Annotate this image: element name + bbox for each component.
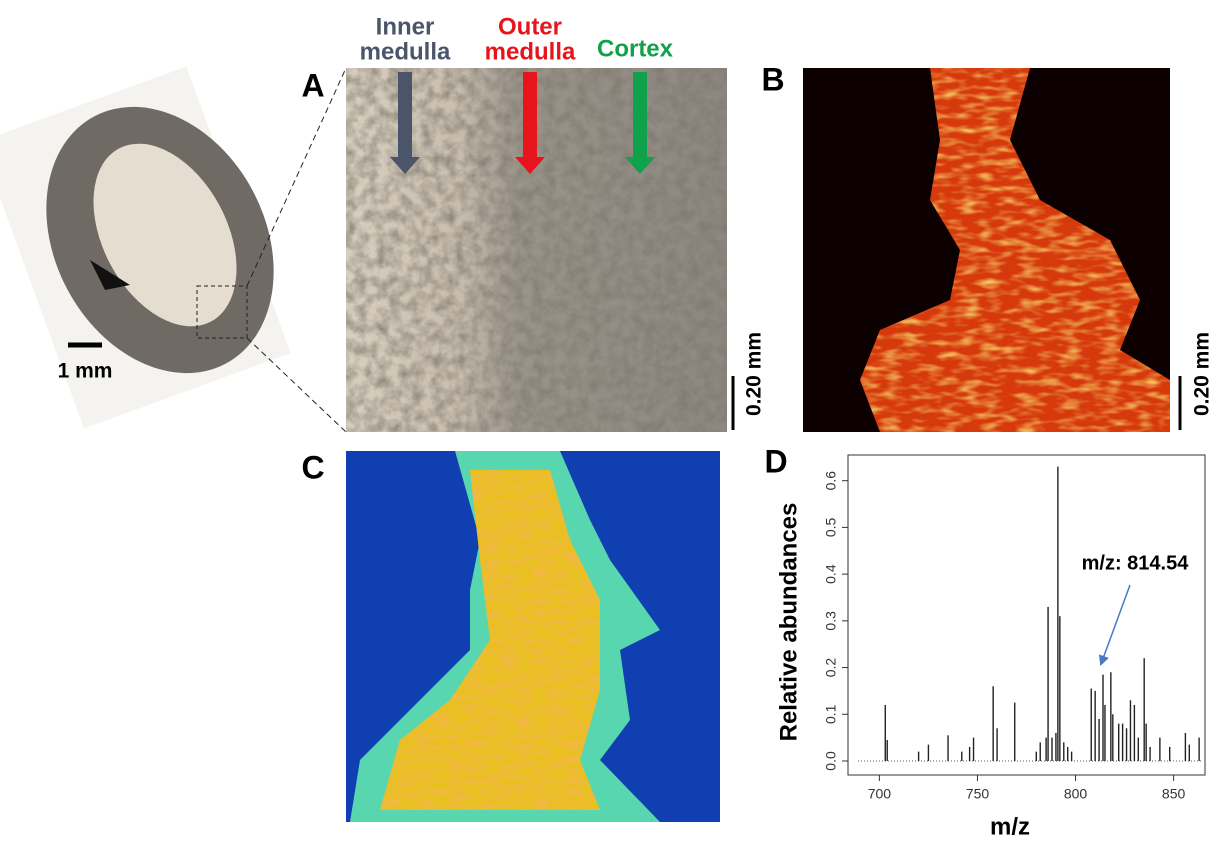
y-tick-label: 0.0 bbox=[823, 751, 839, 771]
x-axis-title: m/z bbox=[990, 813, 1030, 840]
y-axis-title: Relative abundances bbox=[775, 503, 802, 742]
annotation-arrow bbox=[1101, 585, 1130, 664]
y-tick-label: 0.1 bbox=[823, 704, 839, 724]
panel-label: D bbox=[764, 443, 787, 479]
region-label: medulla bbox=[485, 38, 576, 65]
panel-c-image bbox=[346, 451, 720, 822]
region-label: Outer bbox=[498, 13, 562, 40]
y-tick-label: 0.2 bbox=[823, 658, 839, 678]
figure: 1 mm A 0.20 mm Inner medulla Outer medul… bbox=[0, 0, 1217, 842]
plot-frame bbox=[848, 455, 1205, 775]
annotation: m/z: 814.54 bbox=[1082, 552, 1190, 574]
y-tick-label: 0.6 bbox=[823, 471, 839, 491]
x-tick-label: 700 bbox=[868, 786, 892, 802]
scale-label: 0.20 mm bbox=[743, 332, 766, 416]
panel-label: C bbox=[301, 449, 324, 485]
y-tick-label: 0.4 bbox=[823, 564, 839, 584]
y-tick-label: 0.3 bbox=[823, 611, 839, 631]
x-tick-label: 800 bbox=[1064, 786, 1088, 802]
scale-label: 1 mm bbox=[58, 360, 113, 383]
region-label: Cortex bbox=[597, 35, 674, 62]
x-tick-label: 750 bbox=[966, 786, 990, 802]
panel-b-image bbox=[803, 68, 1180, 432]
scale-label: 0.20 mm bbox=[1191, 332, 1214, 416]
spectrum: 700 750 800 850 0.0 0.1 0.2 0.3 0.4 0.5 0.6 bbox=[823, 467, 1203, 802]
panel-label: A bbox=[301, 67, 324, 103]
region-label: medulla bbox=[360, 38, 451, 65]
section-image: 1 mm bbox=[0, 67, 346, 432]
region-label: Inner bbox=[376, 13, 435, 40]
x-tick-label: 850 bbox=[1162, 786, 1186, 802]
panel-label: B bbox=[761, 61, 784, 97]
y-tick-label: 0.5 bbox=[823, 517, 839, 537]
